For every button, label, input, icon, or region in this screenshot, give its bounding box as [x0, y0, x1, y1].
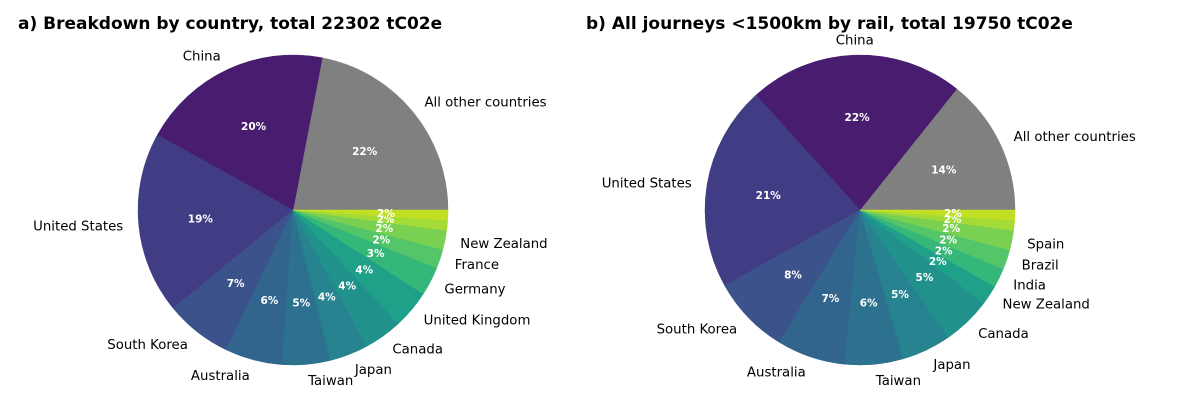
pie-a-pct-label-all-other-countries: 22%: [352, 146, 378, 158]
pie-a-pct-label-australia: 6%: [261, 295, 279, 307]
pie-a-pct-label-germany: 3%: [367, 248, 385, 260]
pie-b-label-spain: Spain: [1027, 237, 1064, 252]
pie-a-label-south-korea: South Korea: [107, 338, 188, 353]
pie-a-pct-label-united-states: 19%: [188, 213, 214, 225]
pie-a-label-all-other-countries: All other countries: [424, 95, 546, 110]
pie-b-label-australia: Australia: [747, 366, 806, 381]
pie-b-pct-label-all-other-countries: 14%: [931, 165, 957, 177]
pie-a-slice-united-states: [137, 134, 294, 309]
pie-b-label-all-other-countries: All other countries: [1014, 130, 1136, 145]
pie-chart-a: 22% All other countries 20% China 19% United …: [33, 50, 547, 389]
pie-a-label-japan: Japan: [354, 363, 392, 378]
pie-a-label-germany: Germany: [444, 282, 505, 297]
pie-b-pct-label-united-states: 21%: [756, 190, 782, 202]
pie-a-pct-label-china: 20%: [241, 121, 267, 133]
pie-chart-b: 14% All other countries 22% China 21% United …: [602, 34, 1136, 389]
pie-b-pct-label-india: 2%: [935, 246, 953, 258]
pie-b-label-china: China: [836, 34, 874, 49]
pie-b-label-brazil: Brazil: [1022, 258, 1059, 273]
chart-a-title: a) Breakdown by country, total 22302 tC0…: [18, 14, 442, 34]
pie-a-pct-label-new-zealand: 2%: [375, 223, 393, 235]
pie-a-label-united-kingdom: United Kingdom: [424, 314, 531, 329]
pie-b-pct-label-unlabeled-1: 2%: [944, 214, 962, 226]
pie-a-label-australia: Australia: [191, 369, 250, 384]
pie-a-pct-label-unlabeled-1: 2%: [377, 214, 395, 226]
pie-b-label-taiwan: Taiwan: [875, 374, 921, 389]
pie-a-label-united-states: United States: [33, 219, 123, 234]
pie-a-pct-label-south-korea: 7%: [227, 278, 245, 290]
pie-a-slice-unlabeled-2: [292, 209, 449, 221]
pie-a-label-taiwan: Taiwan: [307, 374, 353, 389]
pie-a-pct-label-canada: 4%: [338, 281, 356, 293]
pie-b-pct-label-south-korea: 8%: [784, 270, 802, 282]
pie-b-label-japan: Japan: [932, 358, 970, 373]
pie-b-pct-label-spain: 2%: [942, 223, 960, 235]
pie-b-slice-unlabeled-2: [859, 209, 1016, 221]
pie-b-pct-label-china: 22%: [845, 112, 871, 124]
pie-a-pct-label-france: 2%: [372, 234, 390, 246]
pie-b-label-new-zealand: New Zealand: [1003, 298, 1090, 313]
pie-b-label-south-korea: South Korea: [657, 322, 738, 337]
pie-a-label-france: France: [455, 258, 499, 273]
pie-b-pct-label-brazil: 2%: [939, 235, 957, 247]
pie-b-slice-united-states: [704, 94, 861, 287]
pie-b-pct-label-new-zealand: 2%: [929, 256, 947, 268]
pie-a-pct-label-japan: 4%: [318, 292, 336, 304]
pie-a-label-new-zealand: New Zealand: [460, 237, 547, 252]
pie-a-slice-all-other-countries: [292, 57, 449, 211]
pie-a-pct-label-united-kingdom: 4%: [355, 265, 373, 277]
chart-b-title: b) All journeys <1500km by rail, total 1…: [586, 14, 1073, 34]
pie-b-pct-label-canada: 5%: [916, 272, 934, 284]
pie-a-label-canada: Canada: [392, 343, 443, 358]
pie-a-pct-label-unlabeled-2: 2%: [377, 208, 395, 220]
pie-b-pct-label-australia: 7%: [822, 293, 840, 305]
pie-b-pct-label-taiwan: 6%: [860, 298, 878, 310]
pie-b-label-india: India: [1013, 279, 1046, 294]
pie-a-label-china: China: [183, 50, 221, 65]
pie-b-slice-china: [755, 54, 958, 211]
pie-a-pct-label-taiwan: 5%: [292, 298, 310, 310]
pie-b-label-united-states: United States: [602, 176, 692, 191]
pie-b-pct-label-unlabeled-2: 2%: [944, 208, 962, 220]
pie-a-slice-china: [157, 54, 323, 211]
pie-b-pct-label-japan: 5%: [891, 289, 909, 301]
pie-b-label-canada: Canada: [978, 327, 1029, 342]
pie-b-slice-all-other-countries: [859, 88, 1016, 211]
